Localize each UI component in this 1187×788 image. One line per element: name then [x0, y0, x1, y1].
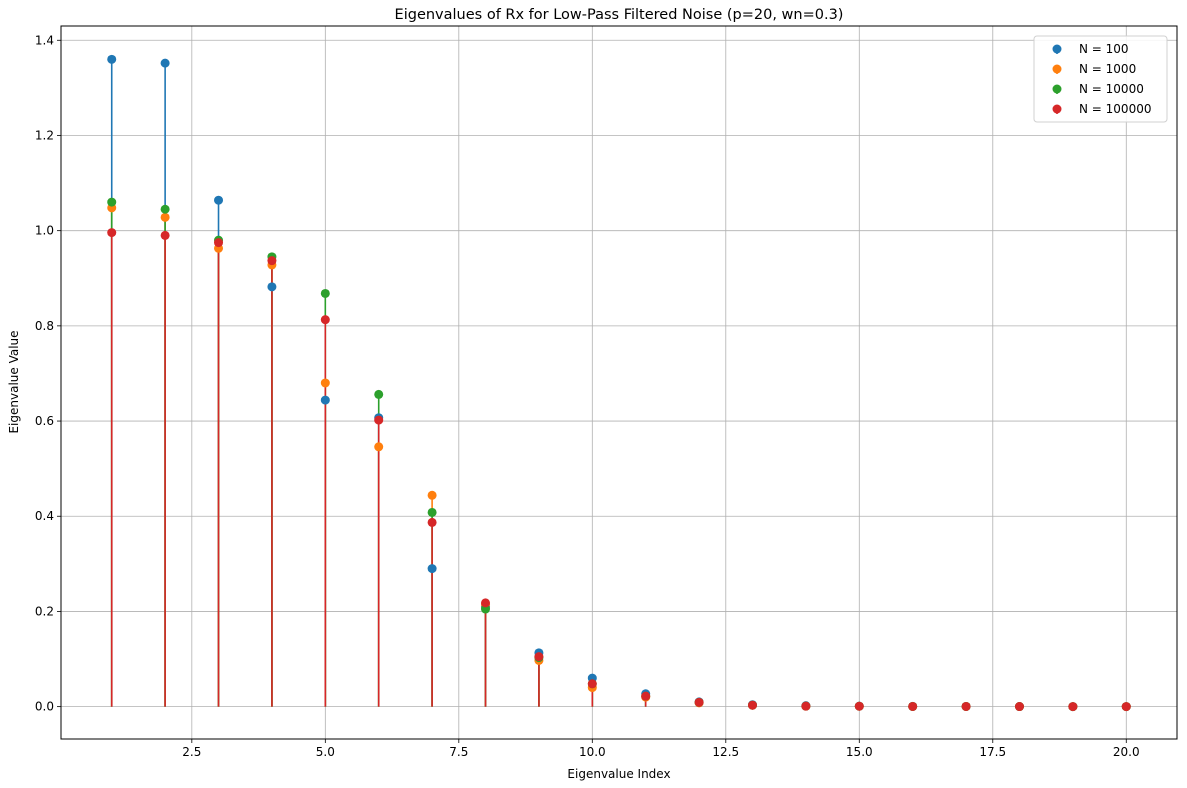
legend-marker: [1052, 64, 1062, 74]
y-tick-label: 0.4: [35, 509, 54, 523]
stem-marker: [160, 212, 170, 222]
stem-marker: [320, 288, 330, 298]
stem-marker: [320, 378, 330, 388]
markers: [107, 54, 1131, 712]
legend-label: N = 100: [1079, 42, 1129, 56]
stem-marker: [1014, 702, 1024, 712]
stem-marker: [214, 238, 224, 248]
x-tick-label: 20.0: [1113, 745, 1140, 759]
stem-marker: [267, 256, 277, 266]
legend-label: N = 1000: [1079, 62, 1136, 76]
stem-marker: [160, 204, 170, 214]
y-tick-label: 0.8: [35, 319, 54, 333]
stem-marker: [320, 395, 330, 405]
stem-marker: [374, 415, 384, 425]
stem-marker: [107, 197, 117, 207]
series-3-markers: [107, 228, 1131, 712]
stem-marker: [374, 389, 384, 399]
legend-box: [1033, 35, 1168, 123]
legend-label: N = 100000: [1079, 102, 1151, 116]
stem-marker: [747, 700, 757, 710]
legend: N = 100 N = 1000 N = 10000 N = 100000: [1033, 35, 1168, 123]
stem-marker: [427, 507, 437, 517]
x-tick-label: 15.0: [846, 745, 873, 759]
stem-marker: [961, 701, 971, 711]
stem-marker: [427, 564, 437, 574]
stem-marker: [107, 54, 117, 64]
stem-marker: [641, 691, 651, 701]
legend-marker: [1052, 104, 1062, 114]
x-tick-label: 5.0: [316, 745, 335, 759]
stem-marker: [160, 230, 170, 240]
legend-item: N = 100000: [1052, 102, 1151, 116]
stem-marker: [1068, 702, 1078, 712]
stem-marker: [107, 228, 117, 238]
y-tick-label: 1.2: [35, 128, 54, 142]
x-axis-label: Eigenvalue Index: [567, 767, 670, 781]
y-tick-label: 0.2: [35, 604, 54, 618]
stem-marker: [160, 58, 170, 68]
stem-marker: [214, 195, 224, 205]
stem-marker: [908, 701, 918, 711]
stem-marker: [801, 701, 811, 711]
plot-frame: [60, 25, 1178, 740]
stem-marker: [427, 490, 437, 500]
stem-marker: [374, 442, 384, 452]
chart-title: Eigenvalues of Rx for Low-Pass Filtered …: [395, 7, 844, 23]
stem-marker: [587, 679, 597, 689]
y-tick-label: 1.0: [35, 224, 54, 238]
legend-marker: [1052, 44, 1062, 54]
legend-item: N = 1000: [1052, 62, 1136, 76]
y-tick-label: 0.0: [35, 700, 54, 714]
stem-marker: [320, 315, 330, 325]
legend-label: N = 10000: [1079, 82, 1144, 96]
stem-marker: [481, 604, 491, 614]
legend-item: N = 10000: [1052, 82, 1144, 96]
legend-marker: [1052, 84, 1062, 94]
x-tick-label: 2.5: [182, 745, 201, 759]
x-tick-label: 7.5: [449, 745, 468, 759]
grid: [61, 26, 1177, 739]
legend-item: N = 100: [1052, 42, 1129, 56]
y-tick-label: 0.6: [35, 414, 54, 428]
axis-ticks: 2.5 5.0 7.5 10.0 12.5 15.0 17.5 20.0 0.0 0.2 0.4 0.…: [35, 33, 1140, 759]
x-tick-label: 12.5: [712, 745, 739, 759]
stem-marker: [694, 697, 704, 707]
stem-marker: [854, 701, 864, 711]
stems: [110, 59, 1128, 707]
x-tick-label: 10.0: [579, 745, 606, 759]
stem-marker: [534, 652, 544, 662]
stem-marker: [481, 598, 491, 608]
x-tick-label: 17.5: [979, 745, 1006, 759]
stem-marker: [427, 517, 437, 527]
stem-marker: [267, 282, 277, 292]
y-tick-label: 1.4: [35, 33, 54, 47]
stem-marker: [1121, 702, 1131, 712]
y-axis-label: Eigenvalue Value: [7, 330, 21, 433]
